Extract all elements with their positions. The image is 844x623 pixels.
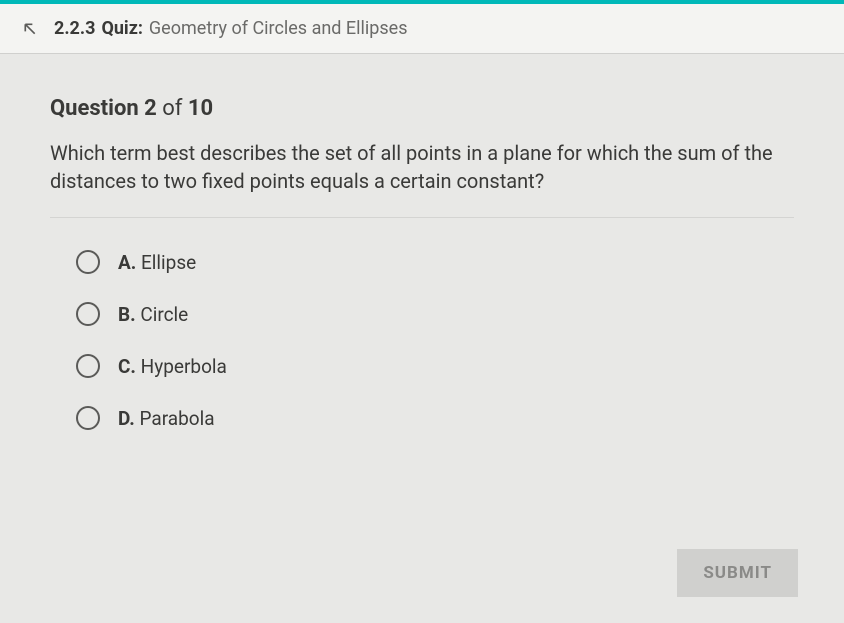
option-text: Hyperbola xyxy=(141,355,227,378)
option-d[interactable]: D. Parabola xyxy=(76,406,794,430)
quiz-title: Geometry of Circles and Ellipses xyxy=(149,18,408,39)
radio-icon xyxy=(76,354,100,378)
quiz-header: 2.2.3 Quiz: Geometry of Circles and Elli… xyxy=(0,4,844,54)
radio-icon xyxy=(76,250,100,274)
quiz-label: Quiz: xyxy=(101,18,142,39)
option-label: B. Circle xyxy=(118,303,188,326)
quiz-content: Question 2 of 10 Which term best describ… xyxy=(0,54,844,430)
radio-icon xyxy=(76,302,100,326)
question-label: Question xyxy=(50,96,139,121)
option-letter: D. xyxy=(118,407,135,430)
question-of: of xyxy=(162,96,182,121)
option-letter: A. xyxy=(118,251,136,274)
radio-icon xyxy=(76,406,100,430)
option-label: A. Ellipse xyxy=(118,251,196,274)
option-c[interactable]: C. Hyperbola xyxy=(76,354,794,378)
options-list: A. Ellipse B. Circle C. Hyperbola D. Par… xyxy=(50,250,794,430)
question-counter: Question 2 of 10 xyxy=(50,96,794,121)
option-b[interactable]: B. Circle xyxy=(76,302,794,326)
option-label: C. Hyperbola xyxy=(118,355,227,378)
option-label: D. Parabola xyxy=(118,407,215,430)
option-text: Circle xyxy=(140,303,188,326)
submit-button[interactable]: SUBMIT xyxy=(677,549,798,597)
back-button[interactable] xyxy=(20,19,40,39)
option-a[interactable]: A. Ellipse xyxy=(76,250,794,274)
option-letter: C. xyxy=(118,355,136,378)
section-number: 2.2.3 xyxy=(54,18,95,39)
question-number: 2 xyxy=(144,96,157,121)
submit-container: SUBMIT xyxy=(677,549,798,597)
option-letter: B. xyxy=(118,303,136,326)
back-arrow-icon xyxy=(20,19,40,39)
option-text: Parabola xyxy=(140,407,215,430)
breadcrumb: 2.2.3 Quiz: Geometry of Circles and Elli… xyxy=(54,18,408,39)
option-text: Ellipse xyxy=(141,251,196,274)
question-total: 10 xyxy=(188,96,213,121)
question-text: Which term best describes the set of all… xyxy=(50,139,794,218)
